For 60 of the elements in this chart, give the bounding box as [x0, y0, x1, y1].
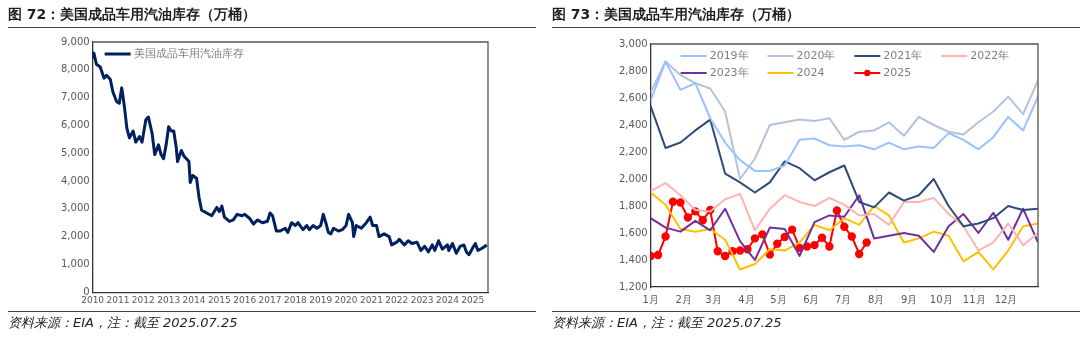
x-tick-label: 2025: [461, 294, 485, 305]
legend-label: 2021年: [883, 48, 923, 62]
x-tick-label: 2014: [182, 294, 206, 305]
y-tick-label: 2,000: [618, 172, 648, 184]
y-tick-label: 2,200: [618, 145, 648, 157]
legend-label: 2020年: [796, 48, 836, 62]
x-tick-label: 2011: [106, 294, 130, 305]
x-tick-label: 10月: [929, 293, 953, 305]
y-tick-label: 1,200: [618, 280, 648, 292]
chart-title: 图 73：美国成品车用汽油库存（万桶）: [552, 6, 1080, 28]
x-tick-label: 6月: [803, 293, 820, 305]
y-tick-label: 2,800: [618, 64, 648, 76]
legend-label: 2024: [796, 65, 825, 79]
x-tick-label: 2023: [410, 294, 434, 305]
chart-title: 图 72：美国成品车用汽油库存（万桶）: [8, 6, 536, 28]
x-tick-label: 2017: [258, 294, 282, 305]
text: 资料来源：EIA，注：截至 2025.07.25: [8, 311, 536, 332]
y-tick-label: 6,000: [60, 118, 90, 130]
x-tick-label: 2020: [334, 294, 358, 305]
y-tick-label: 1,600: [618, 226, 648, 238]
x-tick-label: 12月: [994, 293, 1018, 305]
x-tick-label: 2024: [436, 294, 460, 305]
y-tick-label: 4,000: [60, 174, 90, 186]
y-tick-label: 2,000: [60, 230, 90, 242]
legend-label: 2019年: [709, 48, 749, 62]
x-tick-label: 9月: [901, 293, 918, 305]
x-tick-label: 2010: [81, 294, 105, 305]
x-tick-label: 2022: [385, 294, 409, 305]
x-tick-label: 2012: [131, 294, 155, 305]
y-tick-label: 3,000: [60, 202, 90, 214]
legend-label: 2023年: [709, 65, 749, 79]
y-tick-label: 3,000: [618, 37, 648, 49]
x-tick-label: 5月: [770, 293, 787, 305]
y-tick-label: 1,800: [618, 199, 648, 211]
x-tick-label: 4月: [738, 293, 755, 305]
x-tick-label: 2015: [207, 294, 231, 305]
x-tick-label: 11月: [962, 293, 986, 305]
x-tick-label: 2月: [675, 293, 692, 305]
x-tick-label: 2019: [309, 294, 333, 305]
text: 资料来源：EIA，注：截至 2025.07.25: [552, 311, 1080, 332]
y-tick-label: 9,000: [60, 35, 90, 47]
x-tick-label: 3月: [705, 293, 722, 305]
x-tick-label: 8月: [868, 293, 885, 305]
legend-label: 美国成品车用汽油库存: [133, 46, 244, 60]
x-tick-label: 7月: [835, 293, 852, 305]
y-tick-label: 5,000: [60, 146, 90, 158]
y-tick-label: 0: [83, 285, 90, 297]
legend-label: 2022年: [970, 48, 1010, 62]
x-tick-label: 2018: [283, 294, 308, 305]
x-tick-label: 2016: [233, 294, 257, 305]
y-tick-label: 1,000: [60, 257, 90, 269]
legend-label: 2025: [883, 65, 912, 79]
y-tick-label: 8,000: [60, 63, 90, 75]
y-tick-label: 2,600: [618, 91, 648, 103]
y-tick-label: 2,400: [618, 118, 648, 130]
y-tick-label: 1,400: [618, 253, 648, 265]
y-tick-label: 7,000: [60, 91, 90, 103]
x-tick-label: 2013: [157, 294, 181, 305]
x-tick-label: 1月: [642, 293, 659, 305]
x-tick-label: 2021: [359, 294, 383, 305]
